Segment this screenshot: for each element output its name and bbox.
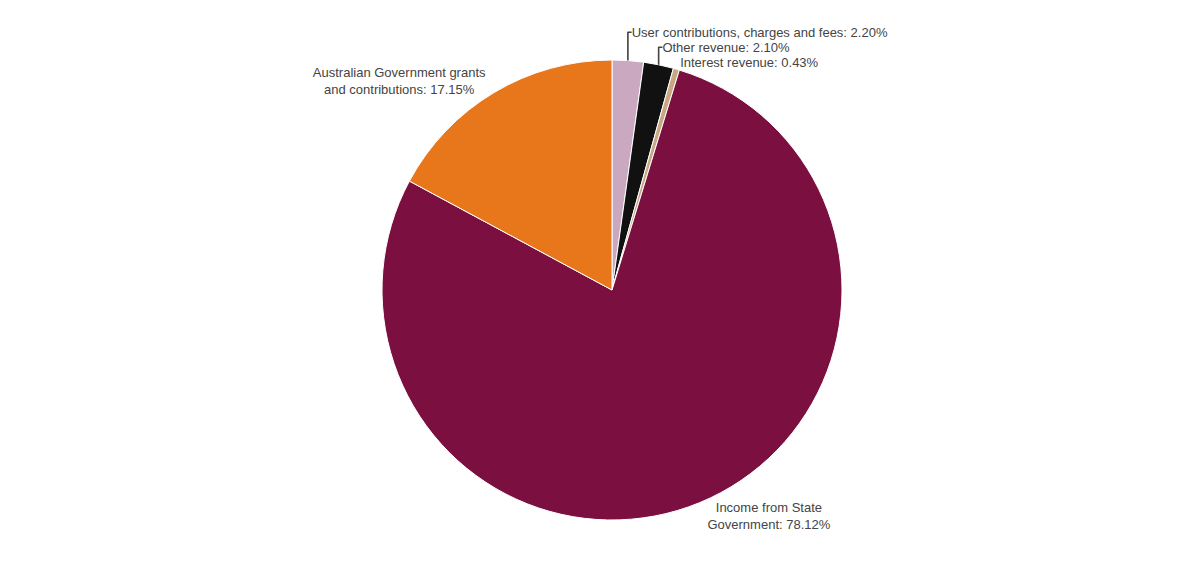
svg-text:User contributions, charges an: User contributions, charges and fees: 2.… bbox=[632, 25, 888, 40]
svg-text:Interest revenue: 0.43%: Interest revenue: 0.43% bbox=[680, 55, 818, 70]
svg-text:Australian Government grantsan: Australian Government grantsand contribu… bbox=[313, 65, 486, 97]
svg-text:Other revenue: 2.10%: Other revenue: 2.10% bbox=[662, 40, 790, 55]
svg-text:Income from StateGovernment: 7: Income from StateGovernment: 78.12% bbox=[707, 500, 830, 532]
